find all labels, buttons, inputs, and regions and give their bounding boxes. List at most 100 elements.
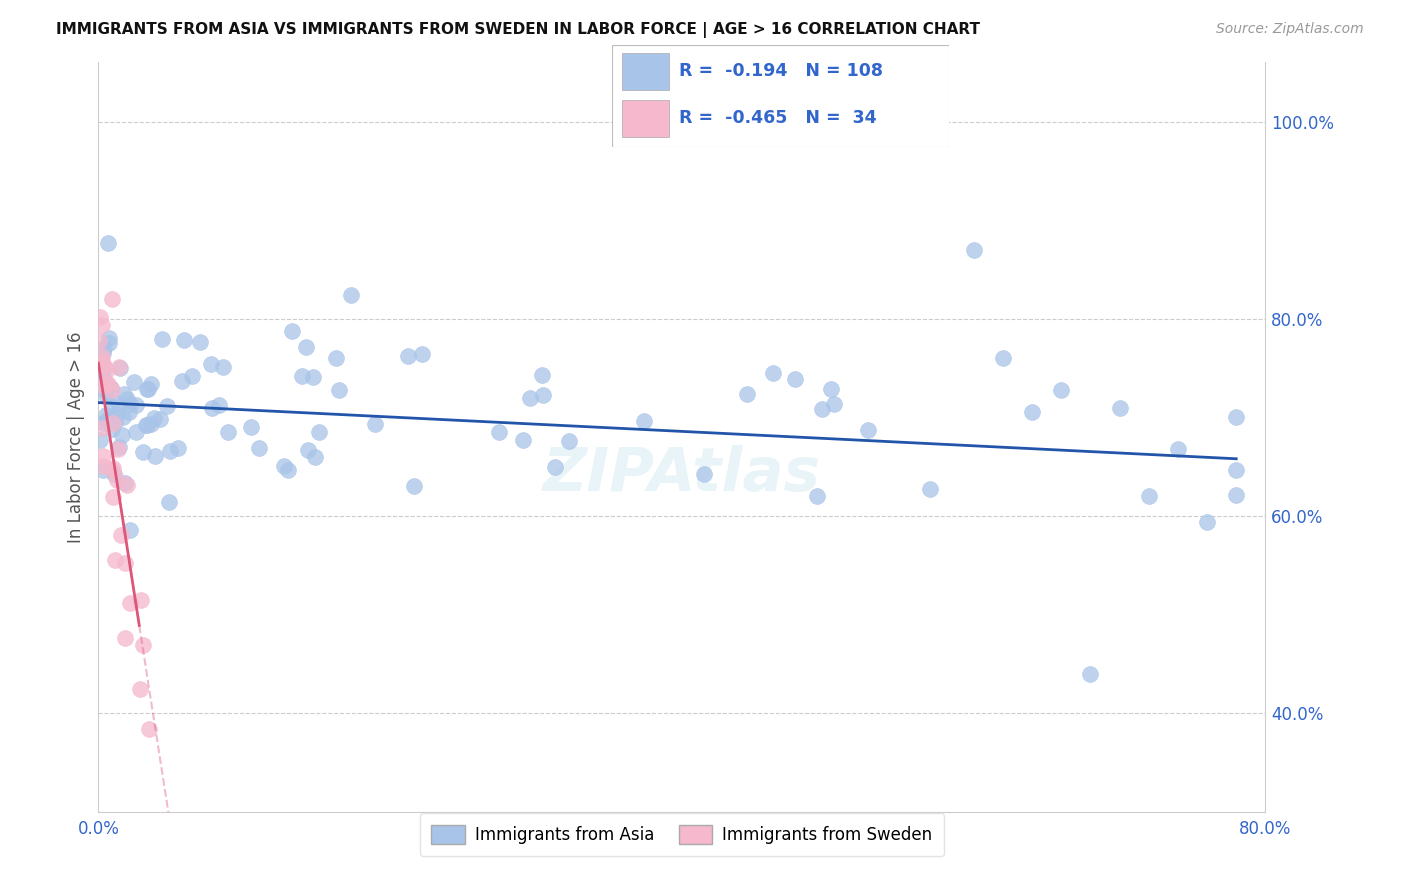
- Point: [167, 441, 190, 455]
- Point: [208, 398, 231, 412]
- Point: [125, 425, 148, 439]
- Point: [558, 434, 581, 449]
- Point: [93, 372, 115, 386]
- Point: [157, 494, 180, 508]
- Point: [118, 397, 141, 411]
- Point: [96, 236, 118, 251]
- Point: [139, 417, 162, 431]
- Point: [212, 360, 235, 375]
- Point: [1021, 405, 1043, 419]
- Point: [156, 399, 179, 413]
- Point: [91, 449, 114, 463]
- Point: [112, 386, 135, 401]
- Point: [104, 415, 127, 429]
- Point: [94, 387, 117, 401]
- Point: [201, 401, 224, 415]
- Point: [101, 410, 124, 425]
- Point: [90, 353, 112, 368]
- Point: [308, 425, 330, 439]
- Point: [97, 331, 120, 345]
- Point: [115, 478, 138, 492]
- Point: [135, 418, 157, 433]
- Point: [200, 358, 222, 372]
- Point: [783, 372, 806, 386]
- Point: [188, 334, 211, 349]
- Point: [89, 334, 111, 348]
- Point: [1050, 383, 1073, 397]
- Point: [129, 681, 152, 696]
- Point: [823, 397, 845, 411]
- Point: [94, 384, 117, 398]
- Point: [103, 467, 125, 482]
- Point: [110, 527, 132, 541]
- Point: [762, 366, 785, 380]
- Point: [149, 412, 172, 426]
- Point: [962, 243, 984, 257]
- Point: [1225, 410, 1247, 425]
- Point: [806, 489, 828, 503]
- Point: [93, 359, 115, 373]
- Point: [132, 638, 155, 652]
- Point: [301, 369, 323, 384]
- Point: [512, 434, 534, 448]
- Bar: [621, 100, 669, 137]
- Text: ZIPAtlas: ZIPAtlas: [543, 445, 821, 504]
- Point: [811, 402, 834, 417]
- Point: [141, 376, 163, 391]
- Point: [105, 473, 128, 487]
- Point: [340, 288, 363, 302]
- Point: [325, 351, 347, 365]
- Point: [735, 387, 758, 401]
- Point: [693, 467, 716, 481]
- Point: [96, 413, 118, 427]
- Point: [277, 463, 299, 477]
- Legend: Immigrants from Asia, Immigrants from Sweden: Immigrants from Asia, Immigrants from Sw…: [419, 814, 945, 855]
- Point: [114, 556, 136, 570]
- Point: [108, 440, 131, 454]
- Point: [136, 382, 159, 396]
- Point: [91, 459, 114, 474]
- Point: [104, 553, 127, 567]
- Point: [856, 423, 879, 437]
- Point: [364, 417, 387, 431]
- Point: [396, 350, 419, 364]
- Point: [114, 631, 136, 645]
- Point: [91, 364, 114, 378]
- Point: [297, 442, 319, 457]
- Point: [411, 347, 433, 361]
- Point: [531, 368, 554, 383]
- Bar: [621, 53, 669, 90]
- Point: [89, 433, 111, 447]
- Point: [1137, 489, 1160, 503]
- Point: [531, 388, 554, 402]
- Point: [107, 395, 129, 409]
- Point: [111, 410, 134, 425]
- Point: [125, 398, 148, 412]
- Point: [159, 443, 181, 458]
- Point: [111, 428, 134, 442]
- Point: [89, 310, 111, 324]
- Point: [143, 449, 166, 463]
- Point: [101, 384, 124, 398]
- Point: [304, 450, 326, 464]
- Point: [173, 334, 195, 348]
- Point: [172, 375, 194, 389]
- Point: [991, 351, 1014, 366]
- Point: [122, 375, 145, 389]
- Point: [135, 417, 157, 432]
- Point: [544, 460, 567, 475]
- Text: IMMIGRANTS FROM ASIA VS IMMIGRANTS FROM SWEDEN IN LABOR FORCE | AGE > 16 CORRELA: IMMIGRANTS FROM ASIA VS IMMIGRANTS FROM …: [56, 22, 980, 38]
- Point: [94, 376, 117, 390]
- Point: [91, 349, 114, 363]
- Point: [93, 341, 115, 355]
- Point: [96, 362, 118, 376]
- Text: Source: ZipAtlas.com: Source: ZipAtlas.com: [1216, 22, 1364, 37]
- Point: [120, 523, 142, 537]
- Text: R =  -0.465   N =  34: R = -0.465 N = 34: [679, 110, 877, 128]
- Point: [402, 479, 425, 493]
- Point: [107, 360, 129, 375]
- Point: [107, 442, 129, 457]
- Point: [1225, 463, 1247, 477]
- Point: [820, 382, 842, 396]
- Point: [98, 335, 121, 350]
